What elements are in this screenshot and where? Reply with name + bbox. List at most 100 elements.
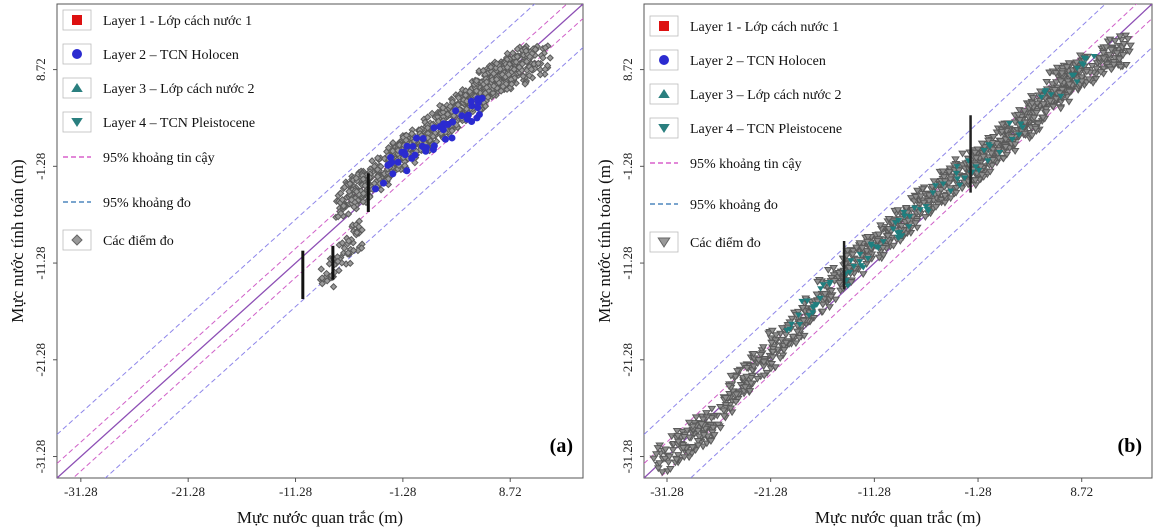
y-tick-label: -21.28: [620, 343, 635, 377]
layer-point: [439, 126, 447, 134]
measured-point: [906, 195, 916, 203]
y-axis-label: Mực nước tính toán (m): [8, 159, 27, 322]
measured-point: [507, 80, 516, 88]
legend-item: Layer 1 - Lớp cách nước 1: [649, 15, 839, 37]
measured-point: [731, 373, 740, 381]
legend-marker: [659, 55, 669, 65]
measured-point: [1087, 62, 1097, 70]
measured-point: [429, 132, 437, 141]
layer-point: [448, 134, 456, 142]
layer-point: [847, 258, 855, 264]
measured-point: [317, 265, 325, 273]
measured-point: [546, 54, 554, 62]
legend-item: 95% khoảng tin cậy: [650, 157, 802, 172]
layer-point: [929, 190, 937, 196]
measured-point: [1039, 101, 1048, 109]
layer-point: [1019, 125, 1026, 131]
measured-point: [344, 249, 352, 257]
measured-point: [539, 54, 547, 62]
layer-point: [1078, 61, 1086, 67]
legend-label: Các điểm đo: [690, 236, 761, 251]
plot-area: [644, 4, 1152, 478]
legend-label: Layer 2 – TCN Holocen: [103, 48, 239, 63]
measured-point: [946, 195, 956, 203]
layer-point: [384, 161, 392, 169]
measured-point: [660, 455, 670, 463]
layer-point: [906, 214, 914, 220]
measured-point: [543, 61, 552, 70]
measured-point: [989, 134, 998, 141]
x-tick-label: -31.28: [650, 484, 684, 499]
layer-point: [857, 263, 865, 269]
measured-point: [713, 421, 723, 429]
measured-point: [337, 189, 345, 198]
measured-point: [970, 177, 980, 185]
legend-item: Layer 3 – Lớp cách nước 2: [649, 83, 841, 105]
legend-item: Layer 3 – Lớp cách nước 2: [62, 77, 254, 99]
measured-point: [688, 423, 698, 431]
layer-point: [1006, 121, 1014, 127]
measured-point: [715, 403, 725, 411]
layer-point: [474, 104, 482, 112]
measured-point: [911, 193, 921, 201]
measured-point: [707, 415, 716, 422]
measured-point: [318, 279, 326, 288]
measured-point: [812, 291, 822, 299]
layer-point: [817, 286, 825, 292]
measured-point: [1096, 69, 1106, 76]
layer-point: [953, 176, 961, 182]
measured-point: [754, 357, 763, 364]
measured-point: [685, 434, 694, 442]
measured-point: [439, 108, 447, 116]
layer-point: [1073, 65, 1081, 72]
measured-point: [756, 351, 765, 359]
measured-point: [721, 395, 730, 402]
measured-point: [826, 293, 836, 301]
measured-point: [940, 199, 950, 207]
measured-point: [697, 421, 706, 429]
measured-point: [876, 222, 885, 230]
measured-point: [352, 174, 360, 182]
measured-point: [534, 59, 543, 68]
measured-point: [678, 445, 688, 452]
measured-point: [395, 141, 404, 149]
layer-point: [900, 209, 908, 216]
measured-point: [940, 192, 950, 200]
measured-point: [355, 217, 364, 225]
layer-point: [1073, 79, 1081, 85]
layer-point: [788, 321, 796, 328]
measured-point: [1125, 48, 1134, 56]
legend-marker: [659, 21, 669, 31]
measured-point: [976, 163, 986, 171]
layer-point: [939, 181, 947, 187]
measured-point: [519, 72, 527, 80]
measured-point: [746, 375, 756, 382]
measured-point: [1064, 81, 1074, 89]
measured-point: [984, 137, 993, 145]
legend-marker: [658, 89, 670, 98]
layer-point: [1070, 72, 1078, 79]
measured-point: [522, 57, 531, 66]
measured-point: [496, 65, 504, 73]
layer-point: [819, 282, 827, 288]
measured-point: [1045, 98, 1055, 105]
layer-point: [1047, 92, 1055, 98]
measured-point: [874, 254, 884, 262]
measured-point: [1114, 56, 1124, 64]
measured-point: [873, 238, 882, 245]
layer-point: [856, 259, 864, 265]
layer-point: [420, 143, 428, 151]
measured-point: [389, 139, 397, 147]
layer-point: [961, 175, 969, 181]
measured-point: [740, 384, 750, 392]
measured-point: [522, 47, 530, 55]
measured-point: [749, 363, 759, 371]
measured-point: [929, 178, 939, 186]
measured-point: [901, 205, 911, 212]
measured-point: [708, 424, 718, 432]
measured-point: [525, 71, 534, 80]
measured-point: [1082, 68, 1092, 76]
measured-point: [787, 315, 797, 323]
measured-point: [1057, 86, 1067, 94]
layer-point: [864, 256, 872, 262]
